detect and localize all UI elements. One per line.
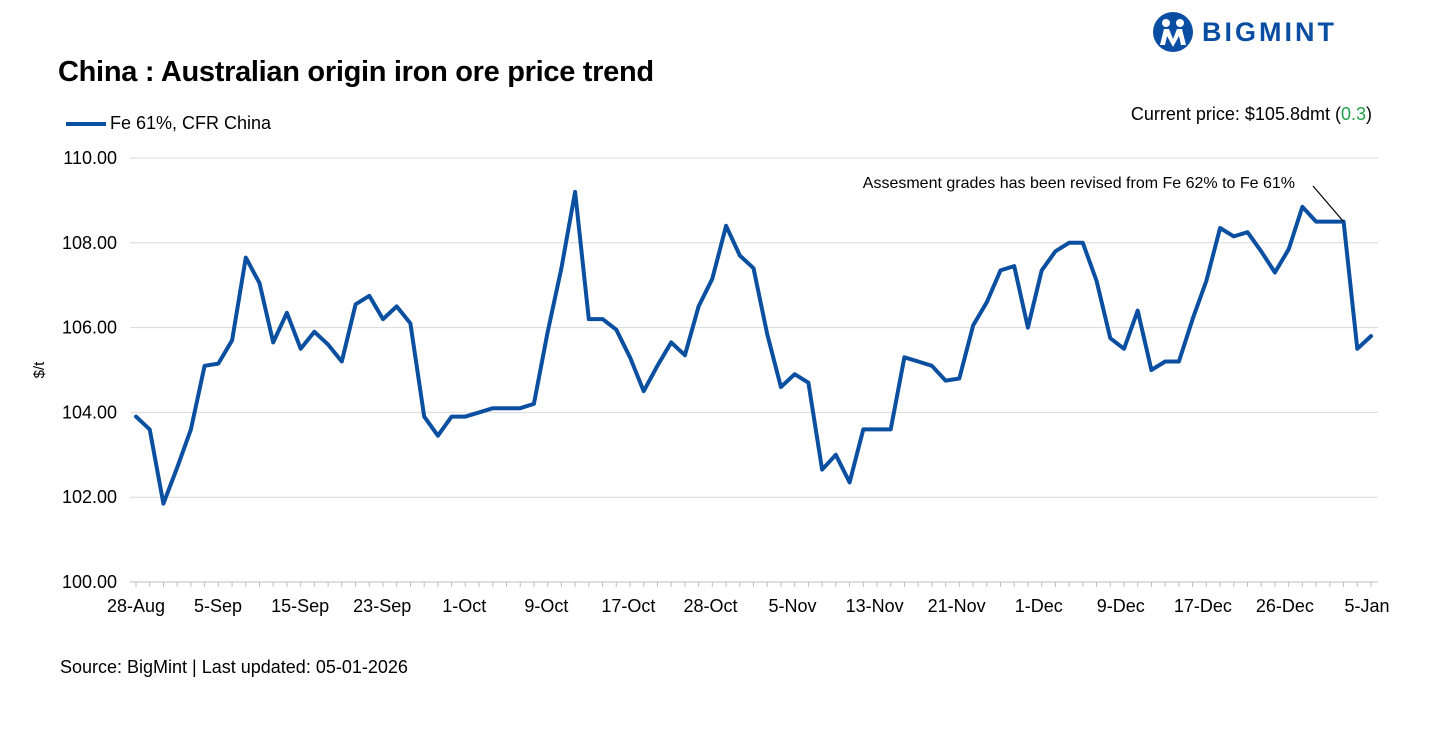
- x-tick-label: 1-Dec: [1015, 596, 1063, 616]
- x-tick-label: 9-Oct: [524, 596, 568, 616]
- y-tick-label: 106.00: [62, 318, 117, 338]
- legend-label: Fe 61%, CFR China: [110, 113, 272, 133]
- current-price-open: (: [1329, 104, 1341, 124]
- x-tick-label: 9-Dec: [1097, 596, 1145, 616]
- current-price-change: 0.3: [1340, 104, 1366, 124]
- x-tick-label: 21-Nov: [928, 596, 986, 616]
- x-tick-label: 28-Aug: [107, 596, 165, 616]
- bigmint-logo-icon: [1153, 12, 1193, 52]
- x-tick-label: 5-Jan: [1344, 596, 1389, 616]
- y-axis-label: $/t: [31, 361, 48, 379]
- x-tick-label: 13-Nov: [846, 596, 904, 616]
- x-tick-label: 15-Sep: [271, 596, 329, 616]
- current-price-value: $105.8dmt: [1244, 104, 1330, 124]
- x-tick-label: 23-Sep: [353, 596, 411, 616]
- x-tick-label: 5-Sep: [194, 596, 242, 616]
- x-tick-label: 28-Oct: [683, 596, 737, 616]
- x-tick-label: 5-Nov: [769, 596, 817, 616]
- x-tick-label: 26-Dec: [1256, 596, 1314, 616]
- chart-legend: Fe 61%, CFR China: [66, 113, 271, 134]
- y-tick-label: 108.00: [62, 233, 117, 253]
- current-price-close: ): [1366, 104, 1372, 124]
- current-price: Current price: $105.8dmt (0.3): [1131, 104, 1372, 125]
- brand-name: BIGMINT: [1202, 16, 1337, 47]
- x-tick-label: 17-Oct: [601, 596, 655, 616]
- y-tick-label: 104.00: [62, 402, 117, 422]
- y-tick-label: 110.00: [63, 148, 117, 168]
- series-line-fe61: [134, 189, 1373, 506]
- annotation-leader-line: [1312, 185, 1345, 222]
- legend-swatch: [66, 121, 106, 126]
- y-tick-label: 102.00: [62, 487, 117, 507]
- annotation-text: Assesment grades has been revised from F…: [863, 175, 1295, 192]
- y-tick-label: 100.00: [62, 572, 117, 592]
- current-price-prefix: Current price:: [1130, 104, 1245, 124]
- bigmint-logo: BIGMINT: [1152, 12, 1337, 52]
- chart-title: China : Australian origin iron ore price…: [58, 56, 654, 88]
- x-tick-label: 17-Dec: [1174, 596, 1232, 616]
- source-note: Source: BigMint | Last updated: 05-01-20…: [60, 657, 408, 677]
- x-tick-label: 1-Oct: [442, 596, 486, 616]
